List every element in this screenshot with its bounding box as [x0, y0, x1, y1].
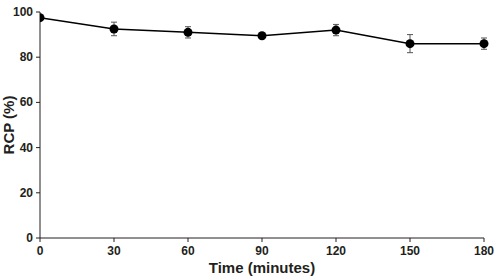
- y-tick: [36, 57, 40, 58]
- error-cap: [407, 34, 413, 35]
- x-tick: [336, 238, 337, 242]
- y-axis: [40, 12, 41, 238]
- y-tick: [36, 102, 40, 103]
- x-tick: [410, 238, 411, 242]
- y-tick-label: 20: [20, 186, 34, 200]
- error-cap: [481, 37, 487, 38]
- y-tick-label: 60: [20, 95, 34, 109]
- error-cap: [185, 26, 191, 27]
- error-cap: [333, 35, 339, 36]
- error-cap: [481, 49, 487, 50]
- x-tick-label: 0: [37, 244, 44, 258]
- error-cap: [407, 52, 413, 53]
- y-tick: [36, 12, 40, 13]
- x-tick-label: 180: [474, 244, 494, 258]
- marker: [258, 31, 267, 40]
- marker: [184, 28, 193, 37]
- x-axis-label: Time (minutes): [209, 259, 315, 276]
- y-tick-label: 100: [13, 5, 33, 19]
- marker: [480, 39, 489, 48]
- x-tick-label: 150: [400, 244, 420, 258]
- marker: [40, 13, 45, 22]
- x-tick: [484, 238, 485, 242]
- x-tick-label: 30: [107, 244, 121, 258]
- marker: [332, 26, 341, 35]
- y-tick: [36, 192, 40, 193]
- y-tick-label: 40: [20, 141, 34, 155]
- x-tick: [262, 238, 263, 242]
- error-cap: [185, 37, 191, 38]
- chart: 0 20 40 60 80 100 0 30 60 90 120 150 180 Time (minute…: [0, 0, 500, 277]
- error-cap: [111, 35, 117, 36]
- x-tick-label: 90: [255, 244, 269, 258]
- marker: [406, 39, 415, 48]
- marker: [110, 24, 119, 33]
- y-tick-label: 80: [20, 50, 34, 64]
- line: [40, 18, 484, 44]
- x-tick: [40, 238, 41, 242]
- error-cap: [111, 22, 117, 23]
- y-axis-label: RCP (%): [0, 96, 17, 155]
- x-tick-label: 120: [326, 244, 346, 258]
- y-tick-label: 0: [26, 231, 33, 245]
- y-tick: [36, 147, 40, 148]
- x-tick: [188, 238, 189, 242]
- y-tick: [36, 238, 40, 239]
- error-cap: [333, 24, 339, 25]
- plot-area: [40, 13, 489, 53]
- x-tick-label: 60: [181, 244, 195, 258]
- x-tick: [114, 238, 115, 242]
